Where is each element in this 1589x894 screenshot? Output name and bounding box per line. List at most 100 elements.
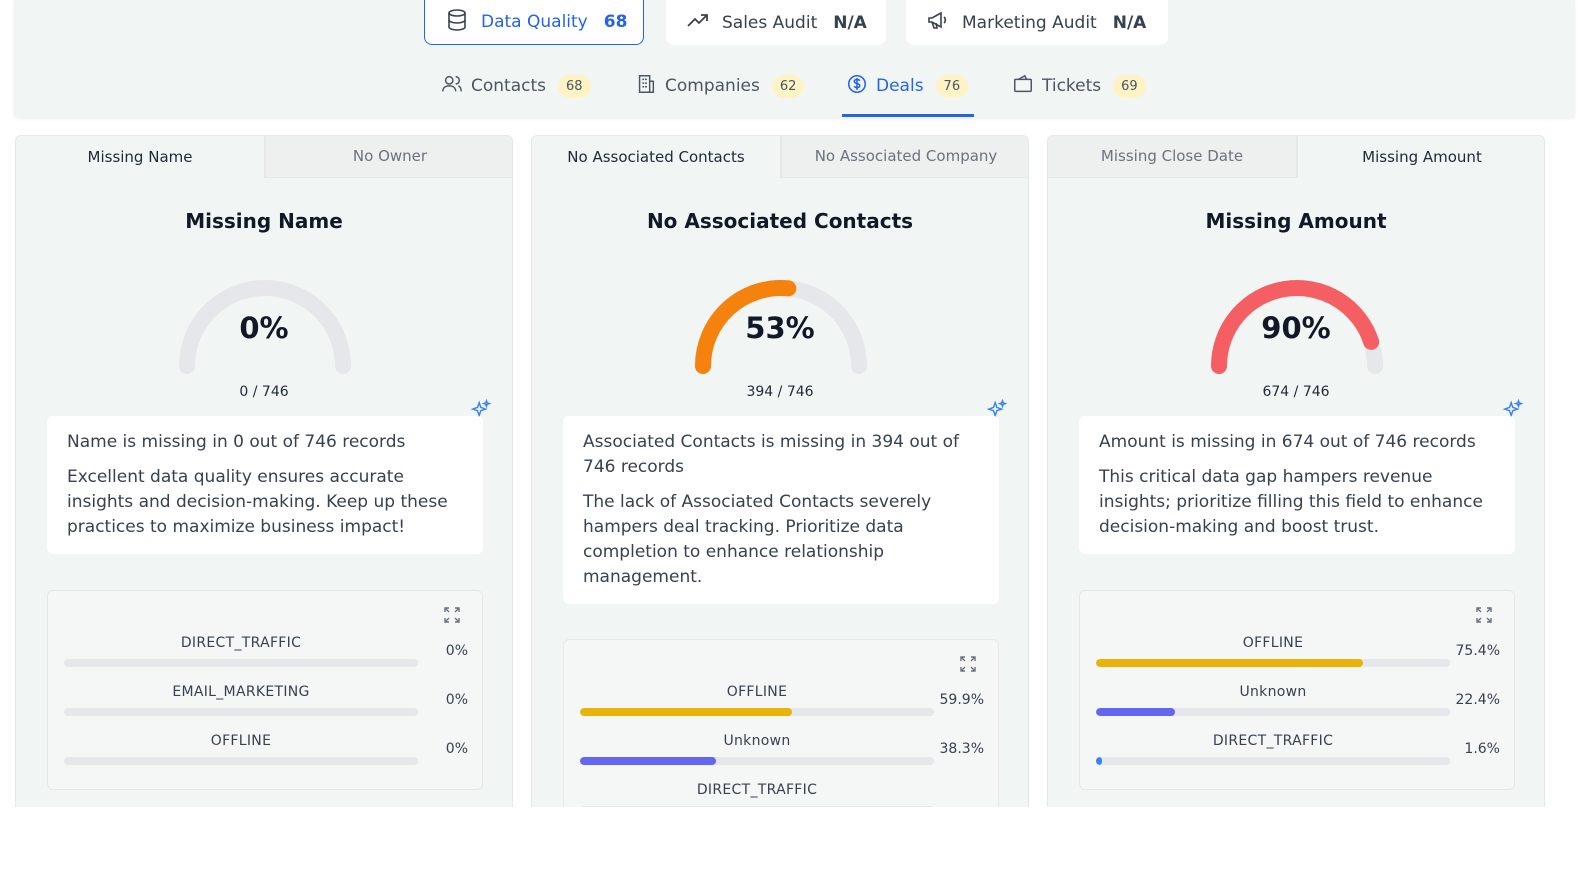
audit-tab-sales-audit[interactable]: Sales Audit N/A: [666, 0, 886, 45]
source-label: DIRECT_TRAFFIC: [1212, 733, 1334, 749]
source-value: 0%: [445, 692, 468, 708]
source-label: OFFLINE: [210, 733, 272, 749]
gauge-percent: 53%: [745, 311, 815, 345]
audit-tab-marketing-audit[interactable]: Marketing Audit N/A: [906, 0, 1168, 45]
source-label: DIRECT_TRAFFIC: [180, 635, 302, 651]
insight-box: Name is missing in 0 out of 746 records …: [47, 416, 483, 554]
source-bar-track: [64, 757, 418, 765]
audit-tab-score: 68: [603, 12, 628, 32]
source-bar-fill: [1096, 659, 1363, 667]
source-breakdown: OFFLINE 75.4% Unknown 22.4% DIRECT_TRAFFIC 1.…: [1079, 590, 1515, 790]
gauge-count: 394 / 746: [746, 384, 814, 400]
users-icon: [441, 73, 463, 100]
expand-icon[interactable]: [1474, 605, 1494, 625]
gauge-track: [179, 280, 351, 374]
object-tab-tickets[interactable]: Tickets 69: [1012, 68, 1146, 104]
total-count: 746: [261, 384, 289, 400]
source-value: 0%: [445, 741, 468, 757]
subtab-missing-name[interactable]: Missing Name: [16, 136, 265, 178]
expand-icon[interactable]: [958, 654, 978, 674]
source-bar-track: [64, 708, 418, 716]
gauge-value-arc: [695, 280, 797, 374]
source-bar-fill: [1096, 708, 1176, 716]
source-value: 38.3%: [939, 741, 984, 757]
object-tab-label: Contacts: [471, 76, 546, 96]
subtab-no-associated-contacts[interactable]: No Associated Contacts: [532, 136, 781, 178]
expand-icon[interactable]: [442, 605, 462, 625]
audit-tab-label: Marketing Audit: [962, 12, 1097, 33]
metric-card-no-associated-contacts: No Associated Contacts No Associated Com…: [531, 135, 1029, 807]
ai-sparkle-icon[interactable]: [470, 398, 492, 421]
source-value: 22.4%: [1455, 692, 1500, 708]
source-bar-fill: [580, 757, 716, 765]
insight-detail: This critical data gap hampers revenue i…: [1099, 467, 1483, 537]
insight-box: Amount is missing in 674 out of 746 reco…: [1079, 416, 1515, 554]
object-tab-companies[interactable]: Companies 62: [635, 68, 805, 104]
audit-tab-label: Data Quality: [481, 12, 588, 32]
score-badge: 62: [771, 74, 805, 98]
source-bar-fill: [1096, 757, 1102, 765]
source-breakdown: OFFLINE 59.9% Unknown 38.3% DIRECT_TRAFFIC: [563, 639, 999, 807]
missing-count: 0: [239, 384, 249, 400]
dollar-circle-icon: [846, 73, 868, 100]
source-value: 0%: [445, 643, 468, 659]
object-tab-contacts[interactable]: Contacts 68: [441, 68, 591, 104]
source-label: Unknown: [723, 733, 791, 749]
gauge-chart: [1211, 280, 1383, 374]
object-tab-label: Companies: [665, 76, 760, 96]
source-bar-track: [1096, 757, 1450, 765]
source-label: DIRECT_TRAFFIC: [696, 782, 818, 798]
card-title: Missing Name: [185, 209, 343, 233]
trend-up-icon: [686, 8, 710, 37]
score-badge: 76: [935, 74, 969, 98]
subtab-no-owner[interactable]: No Owner: [265, 136, 512, 178]
missing-count: 394: [746, 384, 774, 400]
source-value: 59.9%: [939, 692, 984, 708]
object-tab-label: Tickets: [1042, 76, 1102, 96]
source-bar-track: [580, 708, 934, 716]
ai-sparkle-icon[interactable]: [986, 398, 1008, 421]
gauge-chart: [695, 280, 867, 374]
gauge-value-arc: [1211, 280, 1380, 374]
source-label: Unknown: [1239, 684, 1307, 700]
source-value: 75.4%: [1455, 643, 1500, 659]
metric-card-missing-amount: Missing Close Date Missing Amount Missin…: [1047, 135, 1545, 807]
source-bar-track: [1096, 659, 1450, 667]
card-title: Missing Amount: [1205, 209, 1387, 233]
source-label: OFFLINE: [726, 684, 788, 700]
insight-detail: The lack of Associated Contacts severely…: [583, 492, 932, 587]
ai-sparkle-icon[interactable]: [1502, 398, 1524, 421]
subtab-no-associated-company[interactable]: No Associated Company: [781, 136, 1028, 178]
source-breakdown: DIRECT_TRAFFIC 0% EMAIL_MARKETING 0% OFFLINE…: [47, 590, 483, 790]
insight-summary: Associated Contacts is missing in 394 ou…: [583, 432, 960, 477]
building-icon: [635, 73, 657, 100]
insight-detail: Excellent data quality ensures accurate …: [67, 467, 448, 537]
insight-box: Associated Contacts is missing in 394 ou…: [563, 416, 999, 604]
object-tab-deals[interactable]: Deals 76: [846, 68, 969, 104]
missing-count: 674: [1262, 384, 1290, 400]
total-count: 746: [1302, 384, 1330, 400]
active-tab-underline: [842, 114, 974, 117]
card-title: No Associated Contacts: [646, 209, 914, 233]
audit-tab-score: N/A: [833, 12, 867, 33]
score-badge: 68: [558, 74, 591, 98]
source-bar-track: [580, 757, 934, 765]
subtab-missing-close-date[interactable]: Missing Close Date: [1048, 136, 1297, 178]
audit-tab-data-quality[interactable]: Data Quality 68: [424, 0, 644, 45]
total-count: 746: [786, 384, 814, 400]
gauge-count: 674 / 746: [1262, 384, 1330, 400]
insight-summary: Amount is missing in 674 out of 746 reco…: [1099, 432, 1476, 452]
source-value: 1.6%: [1464, 741, 1500, 757]
ticket-icon: [1012, 73, 1034, 100]
source-bar-track: [1096, 708, 1450, 716]
source-bar-track: [64, 659, 418, 667]
metric-card-missing-name: Missing Name No Owner Missing Name 0% 0 …: [15, 135, 513, 807]
audit-tab-label: Sales Audit: [722, 12, 818, 33]
audit-tab-score: N/A: [1112, 12, 1147, 33]
score-badge: 69: [1113, 74, 1146, 98]
gauge-chart: [179, 280, 351, 374]
subtab-missing-amount[interactable]: Missing Amount: [1297, 136, 1544, 178]
database-icon: [445, 8, 469, 37]
source-bar-track: [580, 806, 934, 807]
